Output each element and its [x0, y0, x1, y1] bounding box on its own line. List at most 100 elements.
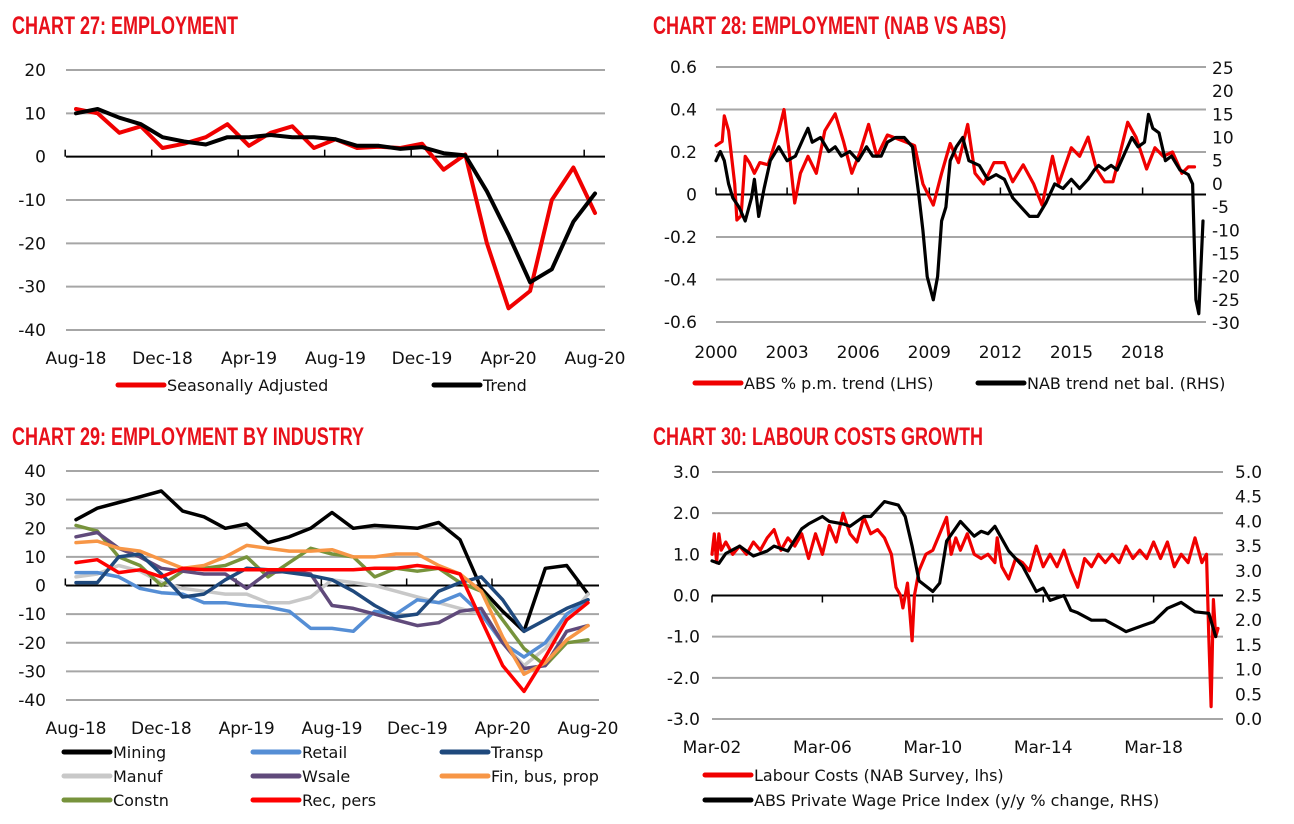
- right-y-tick-label: 5: [1212, 152, 1223, 172]
- y-tick-label: -30: [18, 278, 46, 298]
- x-tick-label: Apr-19: [219, 719, 275, 739]
- y-tick-label: -10: [18, 605, 46, 625]
- legend-rec-pers-label: Rec, pers: [302, 791, 376, 810]
- series-line-fin-bus-prop: [74, 539, 590, 676]
- left-y-tick-label: -0.4: [664, 271, 697, 291]
- x-tick-label: 2012: [979, 343, 1022, 363]
- x-tick-label: Dec-18: [132, 349, 193, 369]
- legend-retail-label: Retail: [302, 743, 347, 762]
- left-y-tick-label: 3.0: [673, 463, 700, 483]
- legend-lhs-label: Labour Costs (NAB Survey, lhs): [754, 766, 1004, 785]
- left-y-tick-label: 2.0: [673, 504, 700, 524]
- x-tick-label: Aug-18: [46, 349, 107, 369]
- y-tick-label: -20: [18, 634, 46, 654]
- chart-30: 3.0 2.0 1.0 0.0 -1.0 -2.0 -3.0 5.0 4.5 4.0 3.5 3.0 2…: [667, 463, 1262, 810]
- legend-constn-label: Constn: [113, 791, 169, 810]
- chart-29-title: CHART 29: EMPLOYMENT BY INDUSTRY: [12, 423, 365, 451]
- right-y-tick-label: 3.5: [1235, 537, 1262, 557]
- y-tick-label: 20: [24, 519, 46, 539]
- series-line-lhs: [714, 107, 1197, 222]
- legend-fin-bus-prop-label: Fin, bus, prop: [491, 767, 599, 786]
- series-line-trend: [74, 107, 597, 285]
- right-y-tick-label: 1.5: [1235, 636, 1262, 656]
- series-line-rhs: [714, 112, 1205, 316]
- right-y-tick-label: 10: [1212, 129, 1234, 149]
- x-tick-label: Apr-20: [475, 719, 531, 739]
- right-y-tick-label: 0.0: [1235, 710, 1262, 730]
- chart-28-title: CHART 28: EMPLOYMENT (NAB VS ABS): [653, 12, 1007, 40]
- legend-rhs-label: ABS Private Wage Price Index (y/y % chan…: [754, 791, 1159, 810]
- right-y-tick-label: 4.5: [1235, 488, 1262, 508]
- right-y-tick-label: 0.5: [1235, 685, 1262, 705]
- legend-wsale-label: Wsale: [302, 767, 350, 786]
- x-tick-label: Dec-19: [392, 349, 453, 369]
- series-line-transp: [74, 552, 590, 634]
- series-line-constn: [74, 523, 590, 668]
- chart-30-title: CHART 30: LABOUR COSTS GROWTH: [653, 423, 983, 451]
- left-y-tick-label: 0.0: [673, 587, 700, 607]
- x-tick-label: 2006: [837, 343, 880, 363]
- x-tick-label: 2015: [1050, 343, 1093, 363]
- right-y-tick-label: 5.0: [1235, 463, 1262, 483]
- x-tick-label: Mar-14: [1014, 738, 1073, 758]
- right-y-tick-label: -25: [1212, 291, 1240, 311]
- x-tick-label: Aug-20: [565, 349, 626, 369]
- left-y-tick-label: 0.4: [670, 101, 697, 121]
- x-tick-label: Aug-20: [558, 719, 619, 739]
- x-tick-label: Mar-06: [793, 738, 852, 758]
- right-y-tick-label: 25: [1212, 59, 1234, 79]
- chart-28: 0.60.40.20-0.2-0.4-0.62520151050-5-10-15…: [664, 58, 1240, 393]
- right-y-tick-label: 2.5: [1235, 587, 1262, 607]
- series-line-rec-pers: [74, 557, 590, 694]
- y-tick-label: -40: [18, 691, 46, 711]
- x-tick-label: Dec-18: [131, 719, 192, 739]
- legend-mining-label: Mining: [113, 743, 166, 762]
- x-tick-label: Mar-18: [1124, 738, 1183, 758]
- right-y-tick-label: -30: [1212, 314, 1240, 334]
- right-y-tick-label: -15: [1212, 244, 1240, 264]
- left-y-tick-label: -0.2: [664, 228, 697, 248]
- y-tick-label: 20: [24, 61, 46, 81]
- series-line-wsale: [74, 530, 590, 671]
- x-tick-label: Aug-18: [46, 719, 107, 739]
- legend-seasonally-adjusted-label: Seasonally Adjusted: [167, 376, 328, 395]
- chart-27-title: CHART 27: EMPLOYMENT: [12, 12, 239, 40]
- right-y-tick-label: -20: [1212, 268, 1240, 288]
- x-tick-label: Dec-19: [387, 719, 448, 739]
- right-y-tick-label: 0: [1212, 175, 1223, 195]
- x-tick-label: Aug-19: [305, 349, 366, 369]
- left-y-tick-label: 0: [686, 186, 697, 206]
- y-tick-label: 10: [24, 548, 46, 568]
- right-y-tick-label: 2.0: [1235, 611, 1262, 631]
- y-tick-label: 10: [24, 104, 46, 124]
- x-tick-label: Aug-19: [302, 719, 363, 739]
- left-y-tick-label: 0.2: [670, 143, 697, 163]
- left-y-tick-label: -1.0: [667, 628, 700, 648]
- y-tick-label: 0: [35, 148, 46, 168]
- x-tick-label: Mar-02: [683, 738, 742, 758]
- y-tick-label: -40: [18, 321, 46, 341]
- x-tick-label: Apr-20: [480, 349, 536, 369]
- x-tick-label: Mar-10: [903, 738, 962, 758]
- legend-manuf-label: Manuf: [113, 767, 163, 786]
- legend-transp-label: Transp: [490, 743, 543, 762]
- right-y-tick-label: 20: [1212, 82, 1234, 102]
- y-tick-label: -10: [18, 191, 46, 211]
- right-y-tick-label: 4.0: [1235, 512, 1262, 532]
- right-y-tick-label: -10: [1212, 221, 1240, 241]
- legend-rhs-label: NAB trend net bal. (RHS): [1027, 374, 1225, 393]
- x-tick-label: 2018: [1121, 343, 1164, 363]
- legend-lhs-label: ABS % p.m. trend (LHS): [744, 374, 933, 393]
- y-tick-label: -30: [18, 662, 46, 682]
- y-tick-label: 40: [24, 462, 46, 482]
- series-line-mining: [74, 489, 590, 634]
- series-line-rhs: [710, 500, 1218, 639]
- series-line-lhs: [710, 511, 1220, 709]
- right-y-tick-label: 3.0: [1235, 562, 1262, 582]
- left-y-tick-label: 0.6: [670, 58, 697, 78]
- right-y-tick-label: 1.0: [1235, 661, 1262, 681]
- right-y-tick-label: -5: [1212, 198, 1229, 218]
- x-tick-label: Apr-19: [221, 349, 277, 369]
